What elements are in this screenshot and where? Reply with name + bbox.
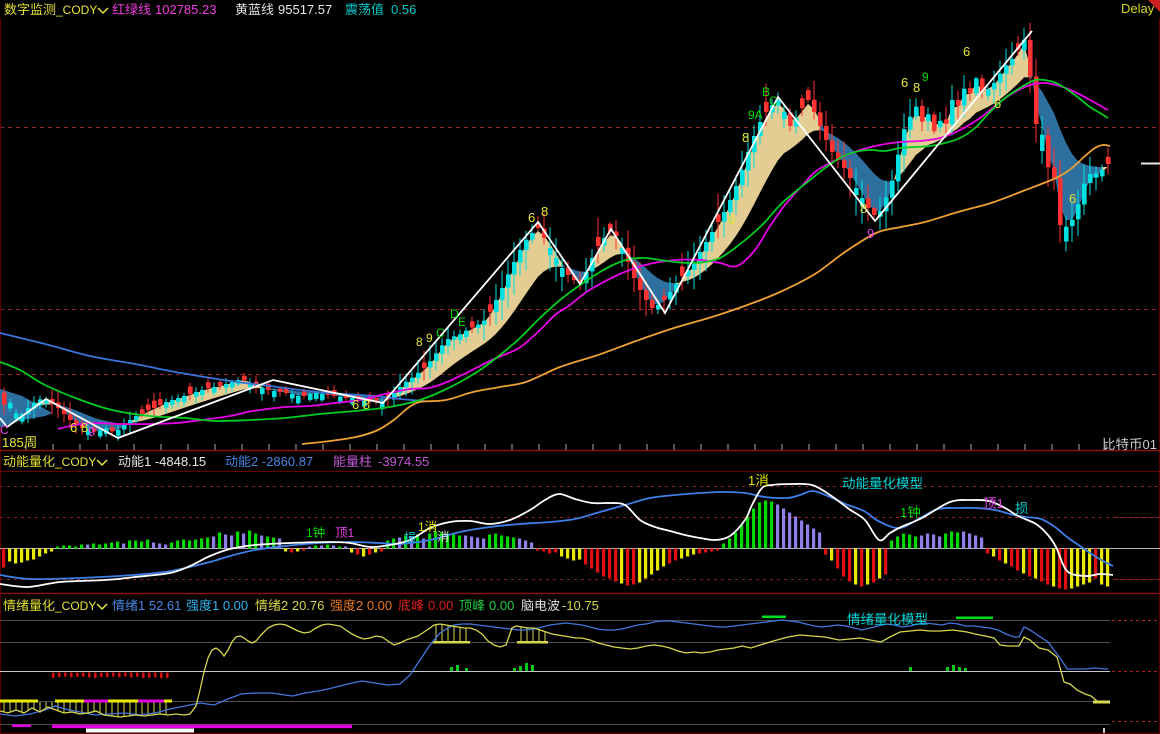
- svg-text:2 -2860.87: 2 -2860.87: [251, 454, 313, 469]
- svg-text:6 8: 6 8: [352, 397, 370, 412]
- svg-text:E: E: [458, 315, 466, 329]
- svg-text:Delay: Delay: [1121, 1, 1155, 16]
- svg-text:9A: 9A: [748, 108, 763, 122]
- svg-text:102785.23: 102785.23: [155, 2, 216, 17]
- svg-text:6 8: 6 8: [70, 420, 88, 435]
- svg-text:1 -4848.15: 1 -4848.15: [144, 454, 206, 469]
- svg-text:9: 9: [88, 424, 95, 439]
- svg-text:1 0.00: 1 0.00: [212, 598, 248, 613]
- svg-text:C: C: [769, 94, 778, 108]
- svg-text:95517.57: 95517.57: [278, 2, 332, 17]
- svg-text:1 52.61: 1 52.61: [138, 598, 181, 613]
- svg-text:6: 6: [963, 44, 970, 59]
- svg-text:6: 6: [1069, 191, 1076, 206]
- svg-text:2 20.76: 2 20.76: [281, 598, 324, 613]
- svg-text:-10.75: -10.75: [562, 598, 599, 613]
- svg-text:C: C: [0, 423, 9, 437]
- svg-text:8: 8: [913, 80, 920, 95]
- svg-text:6: 6: [994, 96, 1001, 111]
- svg-text:1: 1: [306, 526, 313, 540]
- svg-text:1: 1: [348, 526, 355, 540]
- svg-text:_CODY: _CODY: [55, 3, 97, 17]
- svg-text:9: 9: [867, 226, 874, 241]
- svg-text:2 0.00: 2 0.00: [356, 598, 392, 613]
- svg-text:9: 9: [922, 70, 929, 84]
- svg-text:9: 9: [426, 331, 433, 345]
- svg-text:8: 8: [860, 201, 867, 216]
- svg-text:01: 01: [1143, 437, 1157, 452]
- svg-text:6: 6: [901, 75, 908, 90]
- svg-text:_CODY: _CODY: [54, 599, 96, 613]
- svg-text:-3974.55: -3974.55: [378, 454, 429, 469]
- svg-text:D: D: [450, 307, 459, 321]
- svg-text:1: 1: [997, 496, 1004, 511]
- svg-text:0.00: 0.00: [428, 598, 453, 613]
- svg-text:1: 1: [900, 505, 907, 520]
- svg-text:6: 6: [528, 210, 535, 225]
- svg-text:C: C: [436, 326, 445, 340]
- svg-text:185: 185: [2, 435, 24, 450]
- svg-text:8: 8: [416, 335, 423, 349]
- svg-text:1: 1: [418, 520, 425, 534]
- svg-text:6: 6: [728, 212, 735, 227]
- svg-text:8: 8: [541, 204, 548, 219]
- svg-text:8: 8: [742, 130, 749, 145]
- svg-text:1: 1: [748, 473, 755, 488]
- svg-text:0.56: 0.56: [391, 2, 416, 17]
- svg-text:_CODY: _CODY: [54, 455, 96, 469]
- svg-text:B: B: [762, 85, 770, 99]
- svg-text:0.00: 0.00: [489, 598, 514, 613]
